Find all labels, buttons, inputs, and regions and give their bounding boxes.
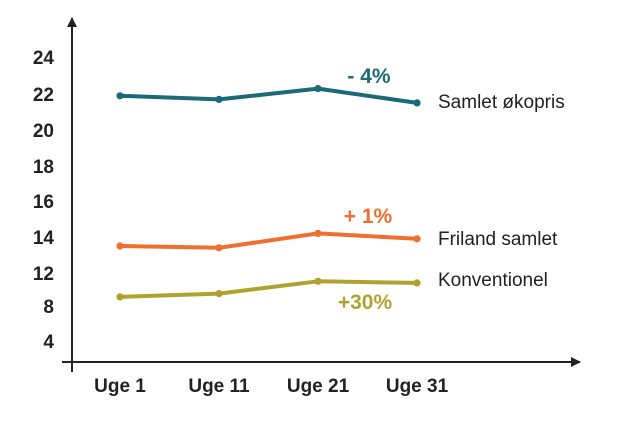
y-tick-labels: 24 22 20 18 16 14 12 8 4 (33, 48, 55, 353)
data-point-samlet-kopris (215, 95, 223, 103)
data-point-konventionel (413, 279, 421, 287)
series-label-friland-samlet: Friland samlet (438, 229, 558, 250)
change-annotation-samlet-kopris: - 4% (347, 65, 391, 88)
data-point-samlet-kopris (413, 99, 421, 107)
series-label-konventionel: Konventionel (438, 270, 548, 291)
data-point-friland-samlet (215, 244, 223, 252)
series-label-samlet-kopris: Samlet økopris (438, 92, 565, 113)
data-point-friland-samlet (314, 229, 322, 237)
data-point-friland-samlet (116, 242, 124, 250)
change-annotation-friland-samlet: + 1% (344, 205, 393, 228)
y-tick-label: 4 (43, 332, 54, 353)
series-line-samlet-kopris (118, 86, 419, 105)
data-point-friland-samlet (413, 235, 421, 243)
x-tick-label: Uge 1 (94, 376, 146, 397)
series-layer (116, 85, 421, 301)
y-tick-label: 20 (33, 121, 54, 142)
y-tick-label: 14 (33, 228, 55, 249)
series-line-konventionel (118, 279, 419, 299)
series-labels: Samlet økopris - 4% Friland samlet + 1% Konv… (338, 65, 565, 314)
data-point-konventionel (215, 290, 223, 298)
x-tick-labels: Uge 1 Uge 11 Uge 21 Uge 31 (94, 376, 448, 397)
y-tick-label: 12 (33, 264, 54, 285)
y-tick-label: 24 (33, 48, 55, 69)
data-point-samlet-kopris (116, 92, 124, 100)
series-line-friland-samlet (118, 231, 419, 250)
y-tick-label: 18 (33, 157, 54, 178)
data-point-konventionel (314, 277, 322, 285)
x-tick-label: Uge 31 (386, 376, 449, 397)
change-annotation-konventionel: +30% (338, 291, 393, 314)
y-tick-label: 8 (43, 297, 54, 318)
data-point-konventionel (116, 293, 124, 301)
y-tick-label: 16 (33, 192, 54, 213)
y-tick-label: 22 (33, 85, 54, 106)
x-tick-label: Uge 11 (188, 376, 250, 397)
x-tick-label: Uge 21 (287, 376, 350, 397)
data-point-samlet-kopris (314, 85, 322, 93)
